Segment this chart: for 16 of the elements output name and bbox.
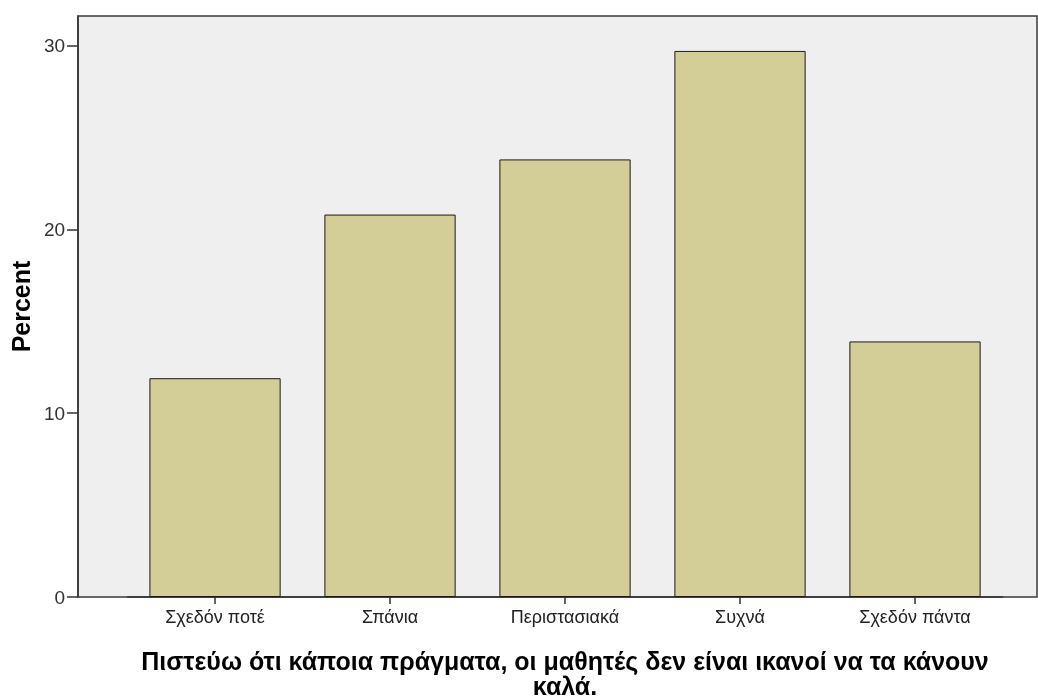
x-tick-label: Σχεδόν ποτέ [165,607,265,627]
y-tick-label: 20 [43,218,66,240]
y-axis-title: Percent [6,259,35,353]
bar [499,159,631,597]
x-tick-label: Συχνά [715,607,765,627]
bar [149,378,281,597]
x-tick-label: Σχεδόν πάντα [859,607,971,627]
y-tick-label: 30 [43,34,66,56]
bar [849,341,981,597]
x-tick-label: Περιστασιακά [510,607,620,627]
bar [674,50,806,597]
bar [324,214,456,597]
y-tick-label: 10 [43,402,66,424]
x-tick-label: Σπάνια [361,607,419,627]
x-axis-title: Πιστεύω ότι κάποια πράγματα, οι μαθητές δεν είναι ικανοί να τα κάνουν καλά. [141,646,989,700]
y-tick-label: 0 [54,586,66,608]
